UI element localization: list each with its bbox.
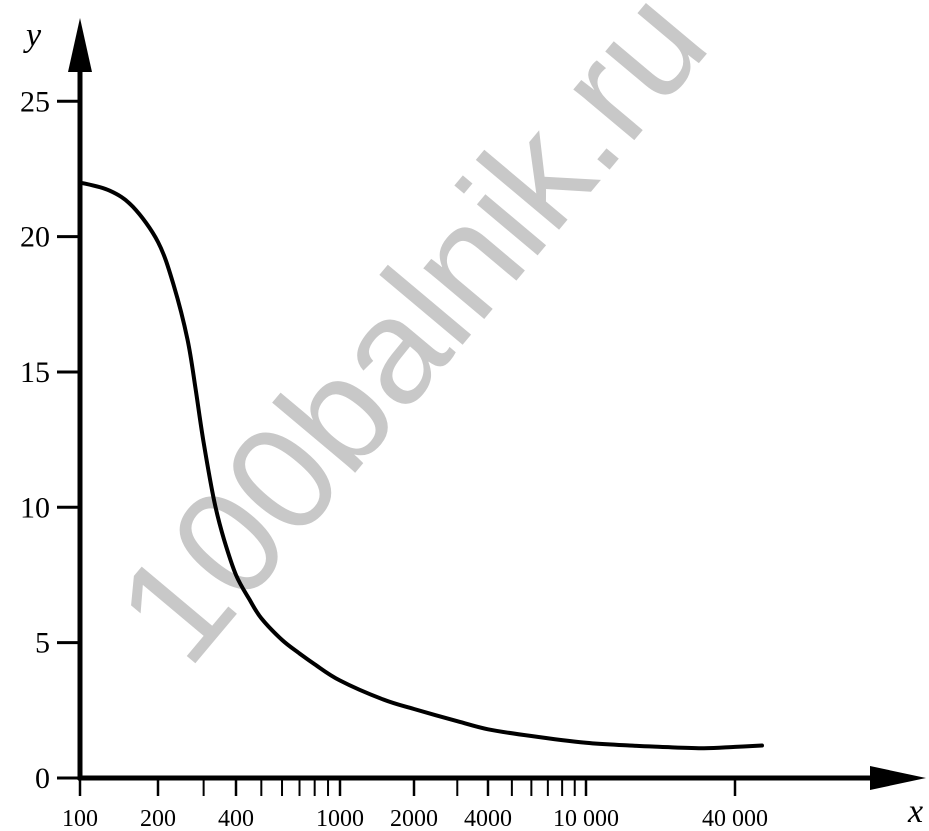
x-tick-label: 400 xyxy=(218,806,254,831)
y-tick-label: 20 xyxy=(20,221,50,254)
watermark: 100balnik.ru xyxy=(84,0,738,693)
axes xyxy=(68,18,926,790)
y-ticks: 0 5 10 15 20 25 xyxy=(20,85,80,795)
x-tick-label: 100 xyxy=(62,806,98,831)
x-axis-label: x xyxy=(907,793,923,830)
x-ticks: 100 200 400 1000 2000 4000 10 000 40 000 xyxy=(62,778,768,831)
x-tick-label: 40 000 xyxy=(702,806,768,831)
y-axis-arrow xyxy=(68,18,92,72)
y-tick-label: 25 xyxy=(20,85,50,118)
x-tick-label: 2000 xyxy=(390,806,438,831)
x-tick-label: 10 000 xyxy=(553,806,619,831)
x-tick-label: 200 xyxy=(140,806,176,831)
y-tick-label: 5 xyxy=(35,627,50,660)
x-tick-label: 4000 xyxy=(464,806,512,831)
series-line xyxy=(78,180,764,751)
y-tick-label: 10 xyxy=(20,491,50,524)
y-tick-label: 15 xyxy=(20,356,50,389)
x-axis-arrow xyxy=(870,766,926,790)
y-axis-label: y xyxy=(23,17,42,54)
y-tick-label: 0 xyxy=(35,762,50,795)
x-tick-label: 1000 xyxy=(316,806,364,831)
